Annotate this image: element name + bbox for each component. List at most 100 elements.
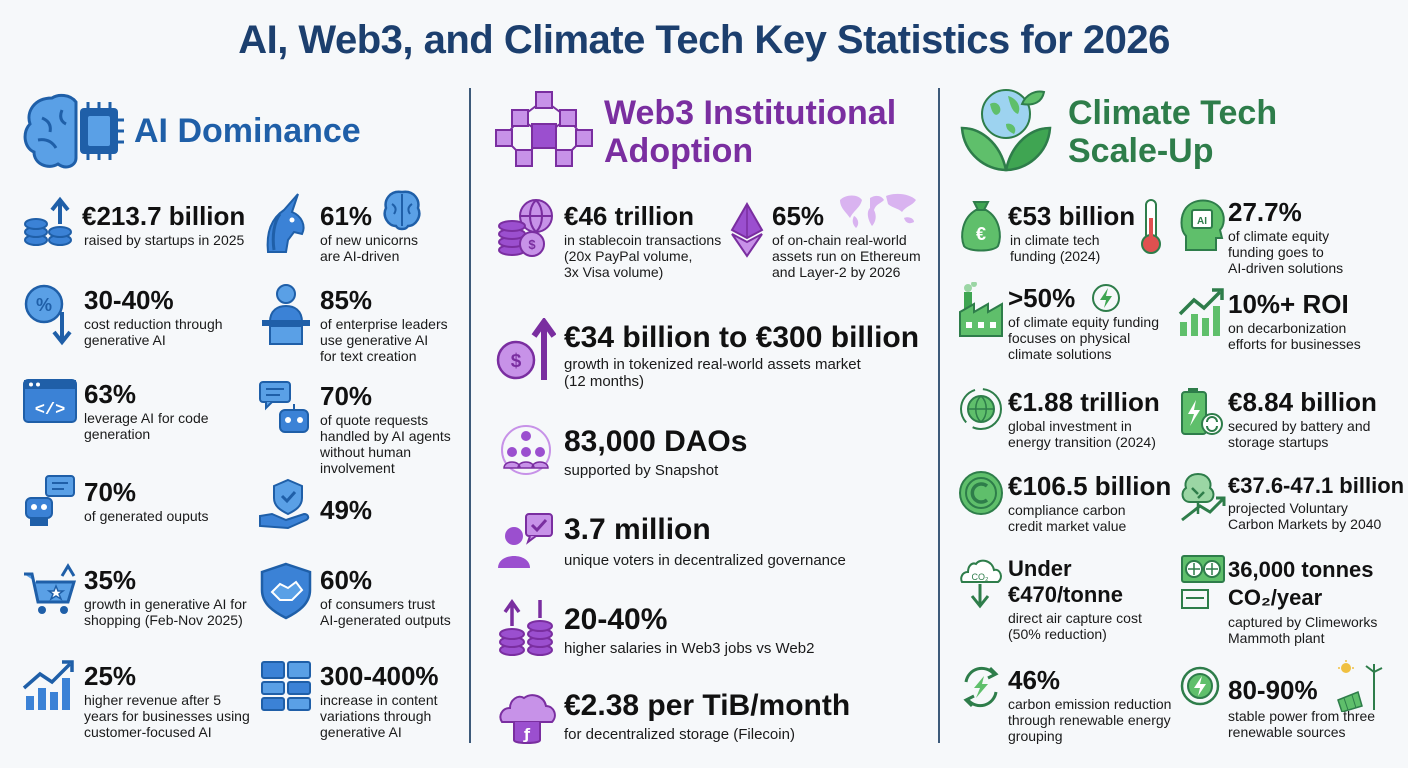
page-title: AI, Web3, and Climate Tech Key Statistic… <box>238 18 1170 62</box>
stat-description: higher salaries in Web3 jobs vs Web2 <box>564 640 815 657</box>
stat-description: leverage AI for code generation <box>84 410 209 442</box>
stat-value: 20-40% <box>564 603 668 636</box>
stat-value: €1.88 trillion <box>1008 387 1160 417</box>
svg-text:CO₂: CO₂ <box>972 572 990 582</box>
air-capture-icon <box>1178 554 1228 610</box>
brain-chip-icon <box>22 88 126 174</box>
stat-value: 80-90% <box>1228 675 1318 705</box>
stat-description: direct air capture cost (50% reduction) <box>1008 610 1142 642</box>
svg-text:</>: </> <box>35 401 66 420</box>
svg-text:%: % <box>36 295 52 315</box>
stat-description: of consumers trust AI-generated outputs <box>320 596 451 628</box>
growth-chart-icon <box>1178 286 1226 338</box>
stat-value: 60% <box>320 565 373 595</box>
stat-value: €213.7 billion <box>82 201 246 231</box>
stat-value: €34 billion to €300 billion <box>564 321 920 354</box>
handshake-shield-icon <box>258 562 314 620</box>
stat-web3-storage: ƒ €2.38 per TiB/month for decentralized … <box>496 686 936 750</box>
globe-coins-icon: $ <box>496 196 556 260</box>
stat-value: 300-400% <box>320 661 439 691</box>
stat-ai-cost-reduction: % 30-40% cost reduction through generati… <box>22 282 257 352</box>
leaf-energy-icon <box>1090 282 1122 314</box>
svg-text:AI: AI <box>1197 216 1207 227</box>
ethereum-icon <box>730 202 764 258</box>
co2-cloud-icon: CO₂ <box>958 554 1004 610</box>
stat-value: €2.38 per TiB/month <box>564 689 851 722</box>
robot-chat-icon <box>22 474 78 530</box>
stat-value: €8.84 billion <box>1228 387 1377 417</box>
stat-climate-energy-transition: €1.88 trillion global investment in ener… <box>958 386 1173 452</box>
stat-web3-voters: 3.7 million unique voters in decentraliz… <box>496 512 936 576</box>
stat-value: Under €470/tonne <box>1008 556 1123 607</box>
money-bag-icon: € <box>958 196 1004 254</box>
cloud-storage-icon: ƒ <box>496 686 558 746</box>
stat-ai-quote-requests: 70% of quote requests handled by AI agen… <box>258 378 463 476</box>
stat-description: of new unicorns are AI-driven <box>320 232 419 264</box>
stat-value: 10%+ ROI <box>1228 289 1349 319</box>
stat-value: 27.7% <box>1228 197 1302 227</box>
stat-description: of on-chain real-world assets run on Eth… <box>772 232 921 280</box>
stat-ai-code-generation: </> 63% leverage AI for code generation <box>22 376 257 446</box>
coin-up-arrow-icon: $ <box>496 318 556 382</box>
code-window-icon: </> <box>22 376 78 426</box>
stat-web3-tokenized-assets: $ €34 billion to €300 billion growth in … <box>496 318 936 398</box>
stat-description: growth in generative AI for shopping (Fe… <box>84 596 247 628</box>
stat-value: 46% <box>1008 665 1061 695</box>
stat-value: 70% <box>320 381 373 411</box>
voter-icon <box>496 512 558 570</box>
stat-value: 30-40% <box>84 285 174 315</box>
column-divider-left <box>469 88 471 743</box>
stat-description: cost reduction through generative AI <box>84 316 223 348</box>
stat-description: of climate equity funding focuses on phy… <box>1008 314 1159 362</box>
stat-ai-49: 49% <box>258 478 463 534</box>
power-icon <box>1178 664 1226 710</box>
shield-hand-icon <box>258 478 314 530</box>
stat-description: global investment in energy transition (… <box>1008 418 1156 450</box>
stat-description: supported by Snapshot <box>564 462 719 479</box>
unicorn-icon <box>258 192 314 254</box>
ai-head-icon: AI <box>1178 196 1226 252</box>
renewables-icon <box>1334 660 1390 712</box>
stat-ai-content-variations: 300-400% increase in content variations … <box>258 658 463 742</box>
stat-value: 35% <box>84 565 137 595</box>
stat-climate-emission-reduction: 46% carbon emission reduction through re… <box>958 664 1173 748</box>
globe-leaves-icon <box>956 84 1056 174</box>
stat-climate-funding: € €53 billion in climate tech funding (2… <box>958 196 1173 272</box>
stat-description: of enterprise leaders use generative AI … <box>320 316 448 364</box>
stat-description: of generated ouputs <box>84 508 209 524</box>
salary-coins-icon <box>496 598 556 658</box>
stat-ai-startup-funding: €213.7 billion raised by startups in 202… <box>22 196 257 256</box>
stat-value: 3.7 million <box>564 513 711 546</box>
column-divider-right <box>938 88 940 743</box>
community-icon <box>496 424 556 476</box>
globe-cycle-icon <box>958 386 1004 432</box>
stat-value: 70% <box>84 477 137 507</box>
presenter-icon <box>258 282 314 346</box>
stat-value: 49% <box>320 495 373 525</box>
factory-icon <box>958 282 1004 338</box>
stat-value: €46 trillion <box>564 201 695 231</box>
stat-web3-stablecoin: $ €46 trillion in stablecoin transaction… <box>496 196 726 286</box>
stat-value: €37.6-47.1 billion <box>1228 473 1405 498</box>
growth-chart-icon <box>22 658 78 712</box>
svg-text:$: $ <box>511 351 522 372</box>
stat-value: 36,000 tonnes CO₂/year <box>1228 557 1374 610</box>
blockchain-cubes-icon <box>494 88 594 174</box>
stat-climate-physical: >50% of climate equity funding focuses o… <box>958 282 1173 366</box>
stat-climate-ai-solutions: AI 27.7% of climate equity funding goes … <box>1178 196 1400 276</box>
climate-heading: Climate Tech Scale-Up <box>1068 94 1278 170</box>
percent-down-icon: % <box>22 282 76 346</box>
cart-icon <box>22 562 78 618</box>
web3-column-header: Web3 Institutional Adoption <box>494 88 934 178</box>
content-grid-icon <box>258 658 314 712</box>
stat-climate-mammoth: 36,000 tonnes CO₂/year captured by Clime… <box>1178 554 1400 650</box>
ai-heading: AI Dominance <box>134 112 361 150</box>
stat-value: 25% <box>84 661 137 691</box>
battery-icon <box>1178 386 1226 438</box>
world-map-icon <box>836 190 920 230</box>
stat-description: in stablecoin transactions (20x PayPal v… <box>564 232 722 280</box>
stat-description: in climate tech funding (2024) <box>1010 232 1101 264</box>
stat-description: unique voters in decentralized governanc… <box>564 552 846 569</box>
energy-cycle-icon <box>958 664 1004 710</box>
stat-ai-shopping: 35% growth in generative AI for shopping… <box>22 562 257 632</box>
